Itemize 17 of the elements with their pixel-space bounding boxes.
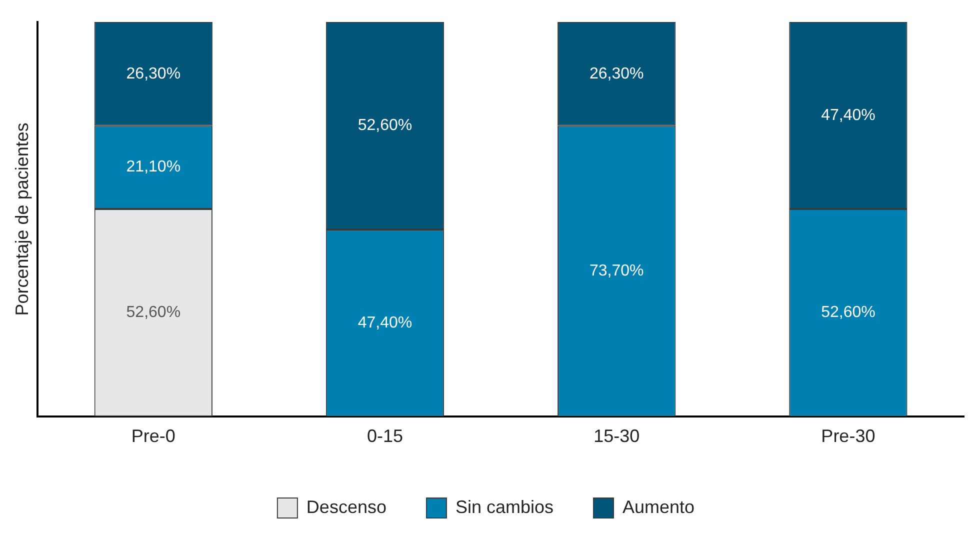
legend-label: Descenso [306, 496, 386, 517]
legend-label: Aumento [622, 496, 695, 517]
legend-label: Sin cambios [455, 496, 554, 517]
data-label: 73,70% [589, 262, 644, 280]
y-axis-title: Porcentaje de pacientes [12, 122, 32, 316]
data-label: 47,40% [358, 314, 412, 332]
x-tick-label: Pre-0 [131, 426, 176, 446]
data-label: 52,60% [126, 304, 181, 322]
data-label: 52,60% [358, 117, 412, 134]
x-tick-label: 15-30 [594, 426, 640, 446]
x-tick-label: 0-15 [366, 426, 404, 446]
data-label: 52,60% [821, 304, 876, 322]
data-label: 26,30% [589, 65, 644, 82]
data-label: 47,40% [821, 106, 876, 124]
x-tick-label: Pre-30 [821, 426, 876, 446]
data-label: 26,30% [126, 65, 181, 82]
data-label: 21,10% [126, 158, 181, 176]
